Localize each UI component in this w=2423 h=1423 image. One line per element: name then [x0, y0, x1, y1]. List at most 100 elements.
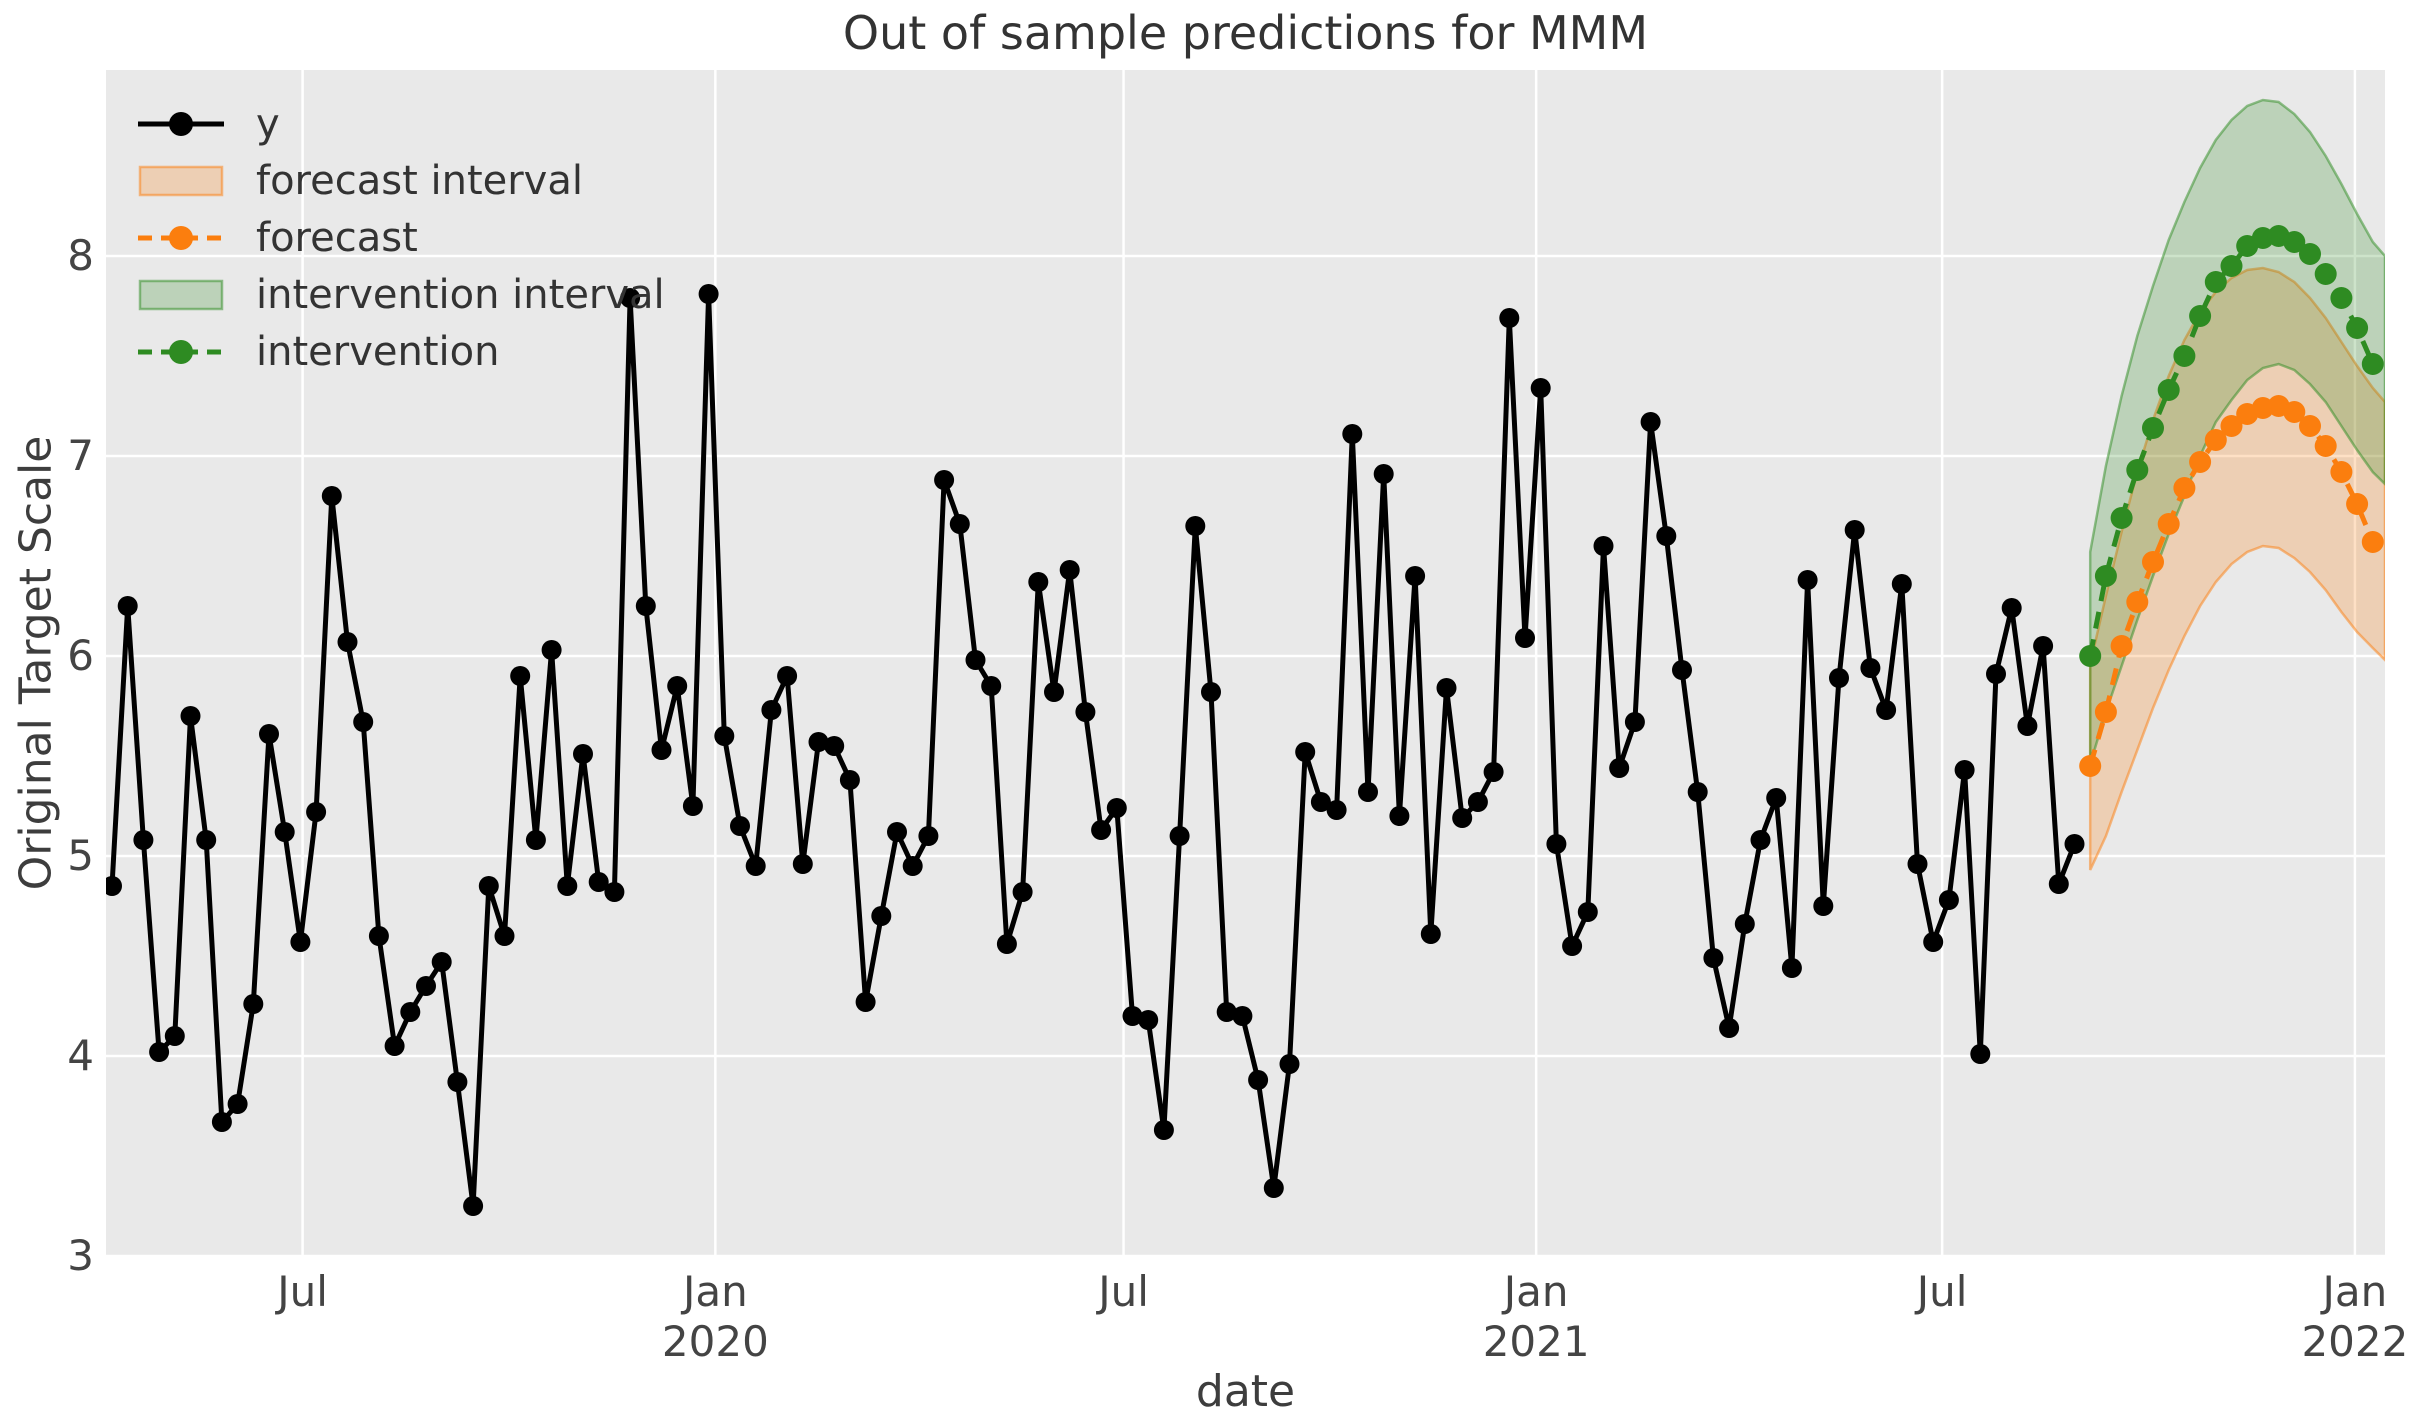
x-tick-year-label: 2021 [1482, 1317, 1590, 1366]
y-marker [1907, 854, 1928, 874]
y-marker [981, 676, 1002, 696]
x-axis-label: date [1195, 1366, 1296, 1417]
y-marker [1059, 560, 1080, 580]
intervention-marker [2173, 345, 2196, 367]
intervention-marker [2157, 379, 2180, 401]
legend-label: forecast [256, 214, 418, 261]
y-marker [227, 1094, 248, 1114]
forecast-marker [2142, 551, 2164, 573]
y-marker [620, 288, 641, 308]
intervention-marker [2204, 271, 2227, 293]
y-tick-label: 6 [67, 631, 94, 680]
y-marker [557, 876, 578, 896]
y-marker [1562, 936, 1583, 956]
y-marker [1876, 700, 1897, 720]
y-marker [510, 666, 531, 686]
y-marker [1923, 932, 1944, 952]
y-marker [1593, 536, 1614, 556]
y-marker [698, 284, 719, 304]
x-tick-label: Jul [1916, 1267, 1968, 1316]
forecast-marker [2299, 415, 2321, 437]
y-marker [1420, 924, 1441, 944]
y-marker [777, 666, 798, 686]
forecast-marker [2079, 755, 2102, 777]
plot-background [106, 70, 2385, 1257]
legend-label: forecast interval [256, 157, 583, 204]
forecast-marker [2283, 401, 2306, 423]
y-marker [839, 770, 860, 790]
y-marker [1703, 948, 1724, 968]
intervention-marker [2094, 565, 2117, 587]
y-marker [416, 976, 436, 996]
y-marker [321, 486, 342, 506]
intervention-marker [2110, 507, 2133, 529]
y-marker [337, 632, 358, 652]
y-marker [996, 934, 1017, 954]
y-marker [1624, 712, 1645, 732]
y-marker [1169, 826, 1190, 846]
legend-label: intervention interval [256, 271, 665, 318]
y-marker [1546, 834, 1567, 854]
y-marker [1813, 896, 1834, 916]
y-marker [792, 854, 813, 874]
y-marker [667, 676, 688, 696]
y-marker [1797, 570, 1818, 590]
intervention-marker [2314, 263, 2337, 285]
y-marker [1138, 1010, 1159, 1030]
y-marker [1326, 800, 1347, 820]
forecast-marker [2346, 493, 2369, 515]
legend-line-marker-swatch [138, 221, 224, 255]
y-marker [808, 732, 829, 752]
y-marker [1295, 742, 1316, 762]
y-marker [2017, 716, 2038, 736]
y-tick-label: 4 [67, 1031, 94, 1080]
y-marker [149, 1042, 170, 1062]
forecast-marker [2173, 477, 2196, 499]
y-marker [478, 876, 499, 896]
y-marker [1405, 566, 1426, 586]
forecast-marker [2220, 415, 2243, 437]
y-marker [541, 640, 562, 660]
y-marker [761, 700, 782, 720]
y-marker [1122, 1006, 1143, 1026]
y-marker [1829, 668, 1849, 688]
intervention-series [2079, 225, 2384, 667]
y-tick-label: 7 [67, 431, 94, 480]
y-marker [1656, 526, 1677, 546]
x-tick-label: Jul [277, 1267, 328, 1316]
y-marker [1012, 882, 1033, 902]
forecast-series [2079, 395, 2384, 777]
y-marker [1609, 758, 1630, 778]
intervention-marker [2283, 231, 2306, 253]
forecast-marker [2157, 513, 2180, 535]
y-marker [1248, 1070, 1269, 1090]
y-marker [588, 872, 609, 892]
legend-item-intervention-interval: intervention interval [138, 266, 665, 323]
y-series [106, 284, 2085, 1216]
y-marker [463, 1196, 484, 1216]
x-tick-label: Jan [1503, 1267, 1569, 1316]
y-marker [259, 724, 279, 744]
y-marker [1153, 1120, 1174, 1140]
legend-patch-swatch [138, 164, 224, 198]
y-marker [1201, 682, 1221, 702]
y-marker [2033, 636, 2054, 656]
y-marker [1954, 760, 1975, 780]
y-marker [934, 470, 955, 490]
y-marker [1844, 520, 1865, 540]
gridlines [106, 70, 2385, 1258]
y-marker [1342, 424, 1363, 444]
y-marker [855, 992, 876, 1012]
y-marker [682, 796, 703, 816]
y-marker [1028, 572, 1049, 592]
intervention-marker [2189, 305, 2212, 327]
y-marker [106, 876, 122, 896]
y-marker [1986, 664, 2006, 684]
y-marker [2001, 598, 2022, 618]
intervention-marker [2346, 317, 2369, 339]
y-marker [1672, 660, 1692, 680]
y-tick-label: 5 [67, 831, 94, 880]
y-marker [635, 596, 656, 616]
